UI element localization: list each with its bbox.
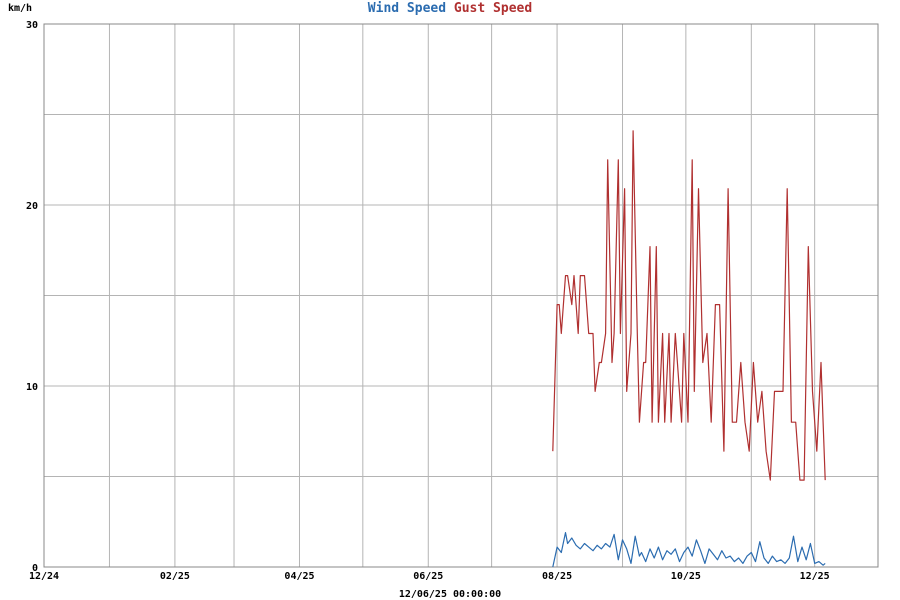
y-tick-label: 20 <box>26 201 38 212</box>
x-tick-label: 04/25 <box>284 571 314 582</box>
y-tick-label: 30 <box>26 20 38 31</box>
x-tick-label: 12/25 <box>800 571 830 582</box>
gust-speed-line <box>552 130 826 481</box>
y-tick-label: 10 <box>26 382 38 393</box>
legend-wind-speed: Wind Speed <box>368 1 446 16</box>
legend: Wind Speed Gust Speed <box>368 1 532 16</box>
series-group <box>552 130 826 568</box>
x-tick-label: 06/25 <box>413 571 443 582</box>
y-tick-label: 0 <box>32 563 38 574</box>
y-tick-labels: 0 10 20 30 <box>26 20 38 574</box>
timestamp: 12/06/25 00:00:00 <box>399 589 501 600</box>
wind-speed-line <box>552 531 826 568</box>
y-axis-label: km/h <box>8 3 32 14</box>
grid <box>44 24 878 567</box>
x-tick-label: 08/25 <box>542 571 572 582</box>
legend-gust-speed: Gust Speed <box>454 1 532 16</box>
x-tick-label: 12/24 <box>29 571 59 582</box>
x-tick-label: 02/25 <box>160 571 190 582</box>
x-tick-labels: 12/24 02/25 04/25 06/25 08/25 10/25 12/25 <box>29 571 830 582</box>
plot-frame <box>43 23 879 568</box>
x-tick-label: 10/25 <box>671 571 701 582</box>
